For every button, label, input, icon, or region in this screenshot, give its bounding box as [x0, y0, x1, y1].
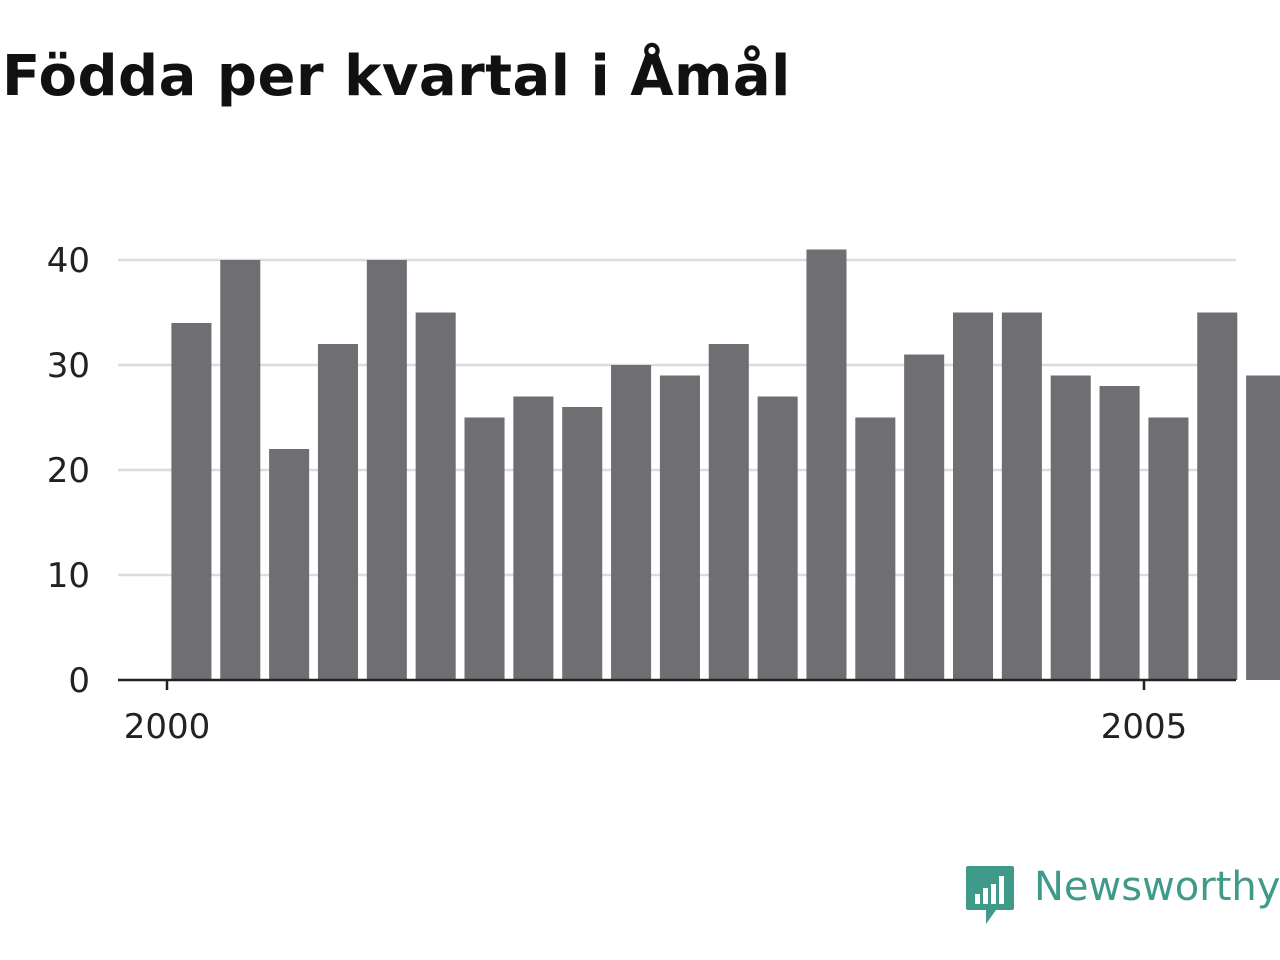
bars: [171, 249, 1280, 680]
bar: [415, 312, 456, 680]
bar: [952, 312, 994, 680]
bar: [1099, 386, 1140, 680]
bar: [464, 417, 505, 680]
bar: [1050, 375, 1091, 680]
bar: [366, 260, 407, 680]
bar: [1148, 417, 1189, 680]
y-tick-label: 0: [68, 661, 90, 701]
bar: [611, 365, 652, 680]
x-tick-label: 2000: [124, 707, 211, 747]
y-tick-label: 30: [47, 346, 90, 386]
bar: [171, 323, 212, 680]
newsworthy-logo-icon: [966, 866, 1014, 924]
y-tick-label: 10: [47, 556, 90, 596]
bar: [659, 375, 700, 680]
bar: [757, 396, 798, 680]
bar: [1246, 375, 1280, 680]
x-tick-label: 2005: [1101, 707, 1188, 747]
page-title: Födda per kvartal i Åmål: [2, 44, 791, 109]
bar: [1001, 312, 1042, 680]
y-tick-label: 40: [47, 241, 90, 281]
bar: [806, 249, 847, 680]
bar: [220, 260, 261, 680]
bar: [562, 407, 603, 680]
newsworthy-logo: Newsworthy: [964, 864, 1280, 928]
y-tick-label: 20: [47, 451, 90, 491]
axes: [118, 678, 1236, 690]
bar: [1197, 312, 1238, 680]
tick-labels: 01020304017200020052010201520202025: [47, 241, 1188, 747]
bar: [855, 417, 896, 680]
bar: [269, 449, 310, 680]
bar: [513, 396, 554, 680]
bar: [904, 354, 945, 680]
bar: [708, 344, 749, 680]
bar: [317, 344, 359, 680]
brand-name: Newsworthy: [1034, 864, 1280, 910]
